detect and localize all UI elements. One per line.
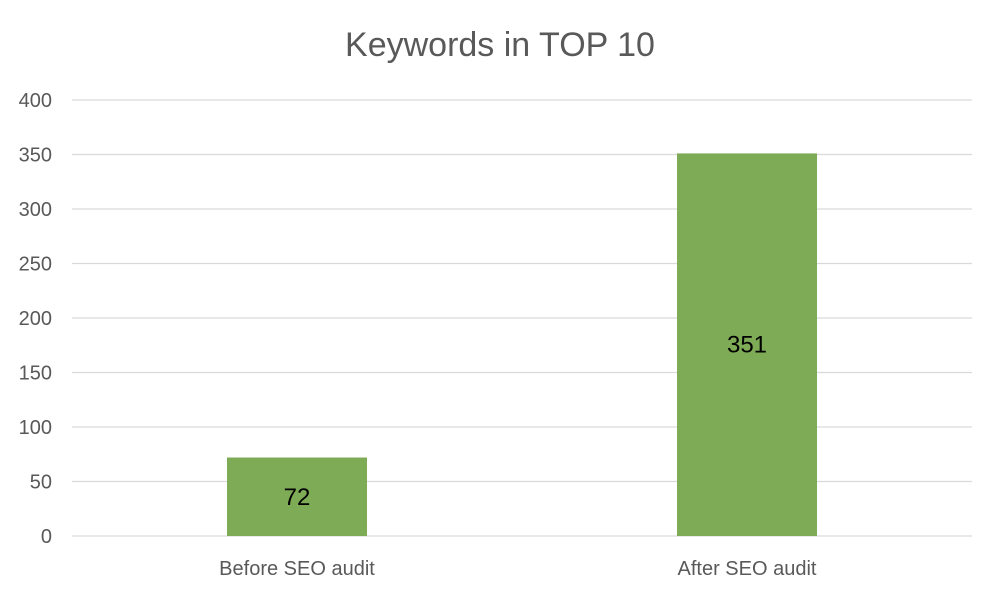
x-axis-labels: Before SEO audit After SEO audit	[219, 558, 817, 580]
chart-title: Keywords in TOP 10	[345, 26, 655, 64]
y-tick-label-400: 400	[19, 90, 52, 112]
y-tick-label-0: 0	[41, 526, 52, 548]
bar-2	[677, 153, 817, 536]
y-tick-label-50: 50	[30, 472, 52, 494]
y-tick-label-250: 250	[19, 254, 52, 276]
y-tick-label-200: 200	[19, 308, 52, 330]
bars: 72 351	[227, 153, 817, 536]
y-tick-label-100: 100	[19, 417, 52, 439]
gridlines	[72, 99, 972, 537]
y-axis-ticks: 0 50 100 150 200 250 300 350 400	[19, 90, 52, 548]
data-label-2: 351	[727, 332, 767, 359]
y-tick-label-350: 350	[19, 145, 52, 167]
x-category-label-2: After SEO audit	[678, 558, 817, 580]
x-category-label-1: Before SEO audit	[219, 558, 375, 580]
y-tick-label-300: 300	[19, 199, 52, 221]
y-tick-label-150: 150	[19, 363, 52, 385]
bar-1	[227, 457, 367, 536]
data-label-1: 72	[284, 484, 311, 511]
